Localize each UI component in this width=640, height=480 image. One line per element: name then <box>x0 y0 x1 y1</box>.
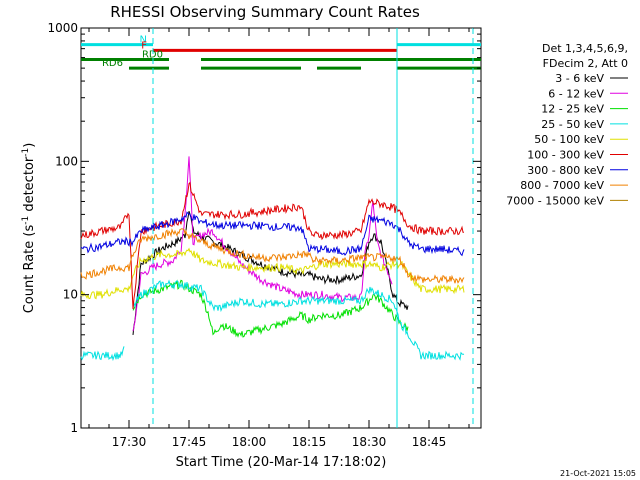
y-axis-label: Count Rate (s-1 detector-1) <box>21 143 37 314</box>
x-tick-label: 18:30 <box>352 435 387 449</box>
y-tick-label: 1000 <box>47 21 78 35</box>
x-tick-label: 18:15 <box>292 435 327 449</box>
series-line <box>132 211 409 335</box>
legend-entry-label: 50 - 100 keV <box>534 133 604 146</box>
x-tick-label: 18:00 <box>232 435 267 449</box>
series-line <box>80 346 125 362</box>
x-axis-label: Start Time (20-Mar-14 17:18:02) <box>176 455 387 470</box>
y-tick-label: 10 <box>63 288 78 302</box>
y-axis-label-part1: Count Rate (s <box>22 225 37 314</box>
legend-entry-label: 800 - 7000 keV <box>520 179 604 192</box>
state-bar-label: N <box>140 35 147 46</box>
y-axis-label-part3: ) <box>22 143 37 148</box>
series-line <box>80 228 465 284</box>
legend-entry-label: 3 - 6 keV <box>555 72 604 85</box>
series-line <box>132 156 393 332</box>
x-tick-label: 18:45 <box>412 435 447 449</box>
y-axis-label-sup2: -1 <box>21 148 31 157</box>
series-line <box>80 247 465 300</box>
y-tick-label: 100 <box>55 154 78 168</box>
plot-frame <box>80 27 482 429</box>
y-axis-label-part2: detector <box>22 156 37 216</box>
chart-title: RHESSI Observing Summary Count Rates <box>110 3 420 21</box>
y-axis-label-sup1: -1 <box>21 216 31 225</box>
series-line <box>132 279 409 338</box>
state-bar-label: RD6 <box>102 58 123 69</box>
legend: Det 1,3,4,5,6,9, FDecim 2, Att 0 3 - 6 keV… <box>506 42 628 207</box>
y-tick-label: 1 <box>70 421 78 435</box>
legend-header: FDecim 2, Att 0 <box>543 57 628 70</box>
series-marks <box>80 156 465 362</box>
x-axis-ticks: 17:30 17:45 18:00 18:15 18:30 18:45 <box>88 28 470 449</box>
legend-entry-label: 12 - 25 keV <box>541 103 604 116</box>
state-bar-label: F <box>141 40 147 51</box>
plot-area <box>80 27 482 429</box>
footer-date: 21-Oct-2021 15:05 <box>560 469 636 478</box>
series-line <box>132 279 465 361</box>
y-axis-ticks: 1 10 100 1000 <box>47 21 481 435</box>
series-line <box>80 211 465 257</box>
legend-entry-label: 100 - 300 keV <box>527 149 604 162</box>
legend-header: Det 1,3,4,5,6,9, <box>542 42 628 55</box>
state-bar-label: RD0 <box>142 50 163 61</box>
series-line <box>80 181 464 310</box>
legend-entry-label: 25 - 50 keV <box>541 118 604 131</box>
x-tick-label: 17:30 <box>112 435 147 449</box>
legend-entry-label: 6 - 12 keV <box>548 87 604 100</box>
legend-entry-label: 7000 - 15000 keV <box>506 194 604 207</box>
vertical-markers <box>152 28 474 428</box>
legend-entry-label: 300 - 800 keV <box>527 164 604 177</box>
x-tick-label: 17:45 <box>172 435 207 449</box>
